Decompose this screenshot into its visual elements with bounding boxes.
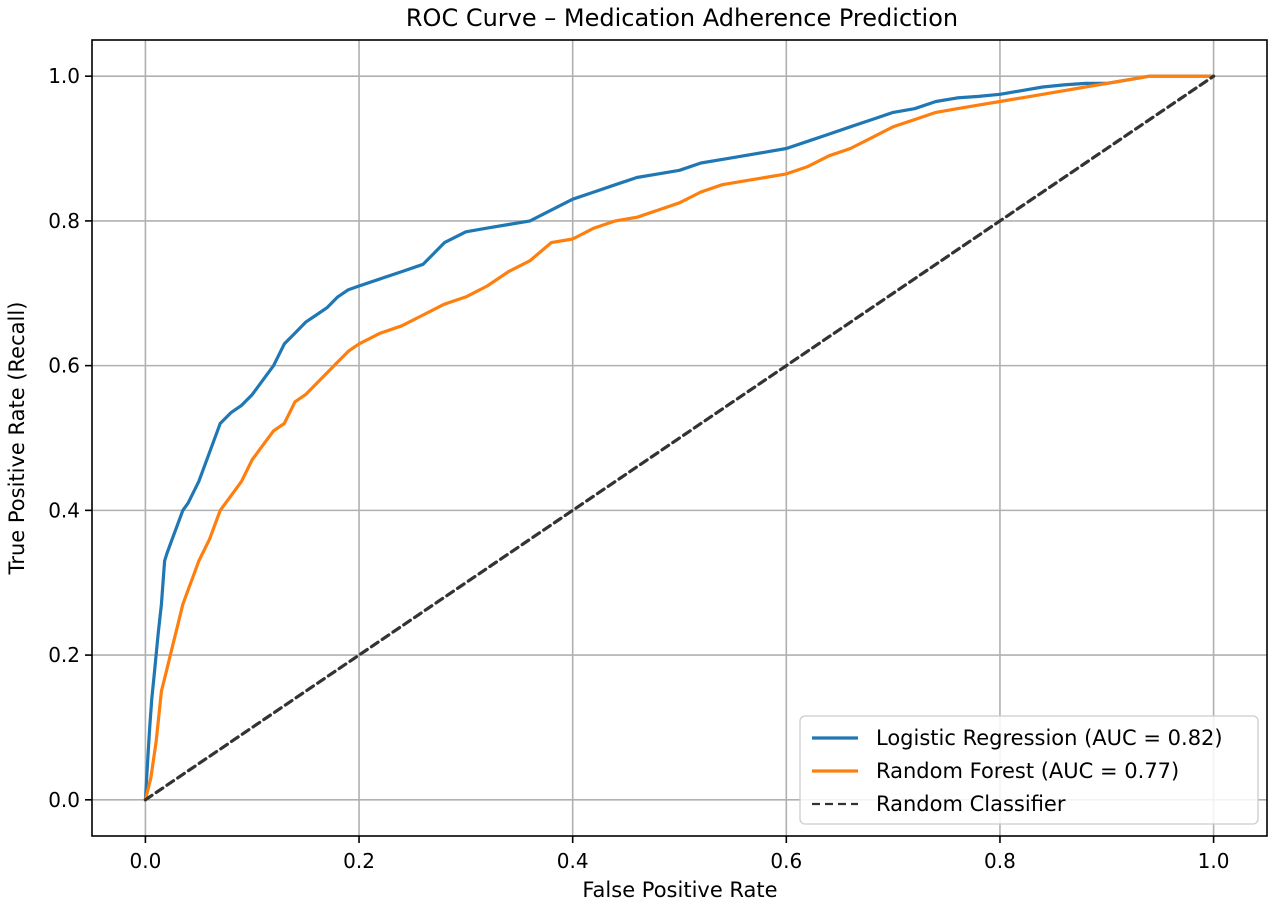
x-tick-label: 0.6: [770, 849, 802, 873]
y-axis-label: True Positive Rate (Recall): [5, 302, 29, 576]
y-tick-label: 0.8: [48, 209, 80, 233]
series-line-random-forest: [143, 74, 1216, 802]
plot-frame: [91, 39, 1268, 837]
legend-box: [799, 715, 1259, 825]
ticks: 0.0 0.2 0.4 0.6 0.8 1.0 0.0 0.2 0.4 0.6 0.8 1.0: [48, 64, 1229, 873]
legend-label: Random Forest (AUC = 0.77): [876, 759, 1179, 783]
series-layer: [143, 74, 1216, 802]
y-tick-label: 0.6: [48, 354, 80, 378]
legend-label: Logistic Regression (AUC = 0.82): [876, 726, 1223, 750]
legend-label: Random Classifier: [876, 792, 1066, 816]
x-tick-label: 1.0: [1198, 849, 1230, 873]
series-line-logistic-regression: [143, 74, 1216, 802]
chart-title: ROC Curve – Medication Adherence Predict…: [406, 4, 958, 32]
y-tick-label: 0.2: [48, 643, 80, 667]
y-tick-label: 0.4: [48, 498, 80, 522]
legend: Logistic Regression (AUC = 0.82) Random F…: [799, 715, 1259, 825]
y-tick-label: 1.0: [48, 64, 80, 88]
y-tick-label: 0.0: [48, 788, 80, 812]
x-axis-label: False Positive Rate: [582, 878, 777, 902]
x-tick-label: 0.2: [343, 849, 375, 873]
x-tick-label: 0.4: [557, 849, 589, 873]
series-line-random-classifier: [143, 74, 1216, 802]
x-tick-label: 0.0: [130, 849, 162, 873]
grid: [92, 40, 1267, 836]
x-tick-label: 0.8: [984, 849, 1016, 873]
